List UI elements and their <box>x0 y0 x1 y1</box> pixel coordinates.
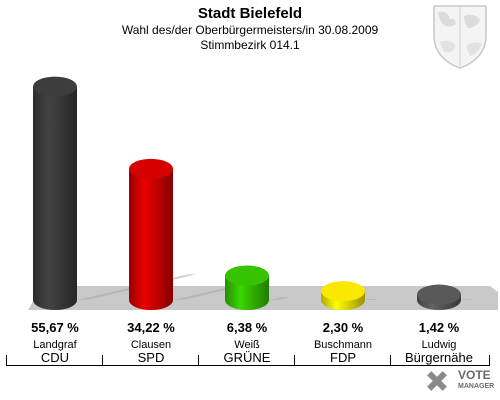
bar-cap <box>225 265 269 286</box>
value-label: 34,22 % <box>127 320 175 335</box>
candidate-label: Ludwig <box>421 339 457 351</box>
axis-tick <box>198 355 199 366</box>
party-label: SPD <box>137 350 165 365</box>
bar-cap <box>417 284 461 305</box>
value-label: 2,30 % <box>322 320 364 335</box>
axis-tick <box>6 355 7 366</box>
axis-tick <box>390 355 391 366</box>
bar-cap <box>33 76 77 97</box>
district-label: Stimmbezirk 014.1 <box>200 38 300 52</box>
vote-manager-logo <box>427 371 447 391</box>
category-axis <box>6 365 490 366</box>
candidate-label: Clausen <box>130 339 172 351</box>
party-label: CDU <box>40 350 70 365</box>
party-label: GRÜNE <box>223 350 271 365</box>
party-label: FDP <box>330 350 356 365</box>
bar-cap <box>129 158 173 179</box>
logo-text-manager: MANAGER <box>458 383 495 390</box>
bar-cdu <box>33 86 77 311</box>
bar-shadow <box>461 299 472 300</box>
candidate-label: Buschmann <box>313 339 373 351</box>
bar-cap <box>321 281 365 302</box>
chart-title: Stadt Bielefeld <box>197 5 303 22</box>
chart-subtitle: Wahl des/der Oberbürgermeisters/in 30.08… <box>121 23 379 37</box>
logo-text-vote: VOTE <box>458 368 491 382</box>
city-coat-of-arms-icon <box>433 5 487 69</box>
party-label: Bürgernähe <box>405 350 473 365</box>
bars <box>33 76 461 311</box>
value-label: 6,38 % <box>226 320 268 335</box>
candidate-label: Weiß <box>234 339 260 351</box>
bar-shadow <box>269 297 290 300</box>
axis-tick <box>489 355 490 366</box>
value-label: 55,67 % <box>31 320 79 335</box>
bar-shadow <box>365 298 378 300</box>
axis-tick <box>102 355 103 366</box>
value-label: 1,42 % <box>418 320 460 335</box>
axis-tick <box>294 355 295 366</box>
candidate-label: Landgraf <box>33 339 77 351</box>
bar-spd <box>129 168 173 310</box>
